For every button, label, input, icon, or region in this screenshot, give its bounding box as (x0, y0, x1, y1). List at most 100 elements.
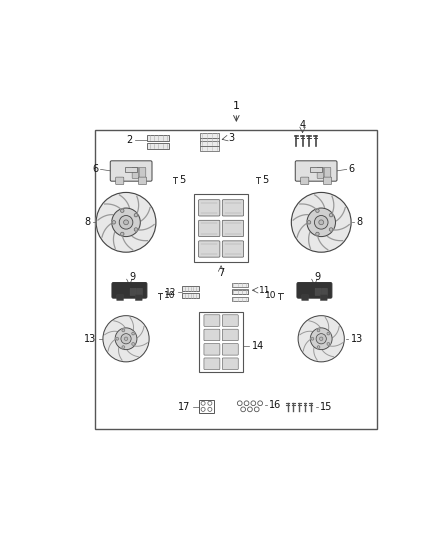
FancyBboxPatch shape (132, 167, 139, 179)
Circle shape (316, 232, 319, 236)
FancyBboxPatch shape (222, 220, 244, 237)
FancyBboxPatch shape (139, 167, 146, 179)
FancyBboxPatch shape (320, 295, 327, 301)
Text: 11: 11 (259, 286, 271, 295)
Text: 6: 6 (348, 164, 354, 174)
Text: 8: 8 (84, 217, 90, 227)
Bar (147, 143, 170, 149)
Bar (199, 312, 243, 373)
Circle shape (327, 343, 330, 345)
Bar (232, 290, 248, 294)
Bar (200, 146, 219, 151)
Circle shape (307, 221, 311, 224)
Circle shape (317, 329, 320, 332)
Bar (310, 167, 322, 172)
Text: 13: 13 (351, 334, 364, 344)
Polygon shape (314, 215, 328, 229)
Circle shape (112, 221, 116, 224)
Circle shape (327, 332, 330, 335)
Polygon shape (119, 215, 133, 229)
Polygon shape (103, 316, 149, 362)
Text: 6: 6 (93, 164, 99, 174)
Text: 5: 5 (180, 175, 186, 185)
Circle shape (120, 232, 124, 236)
FancyBboxPatch shape (130, 288, 136, 295)
Circle shape (329, 228, 333, 231)
Text: 5: 5 (262, 175, 268, 185)
Circle shape (132, 343, 134, 345)
FancyBboxPatch shape (222, 344, 238, 355)
FancyBboxPatch shape (295, 161, 337, 181)
Bar (199, 400, 214, 413)
FancyBboxPatch shape (323, 177, 332, 184)
FancyBboxPatch shape (46, 167, 53, 179)
FancyBboxPatch shape (110, 161, 152, 181)
FancyBboxPatch shape (297, 282, 332, 298)
Bar (200, 138, 219, 143)
FancyBboxPatch shape (222, 200, 244, 216)
FancyBboxPatch shape (116, 177, 124, 184)
Circle shape (329, 213, 333, 217)
FancyBboxPatch shape (222, 241, 244, 257)
Circle shape (122, 346, 125, 349)
FancyBboxPatch shape (39, 167, 46, 179)
FancyBboxPatch shape (317, 167, 324, 179)
Text: 1: 1 (233, 101, 240, 111)
FancyBboxPatch shape (315, 288, 321, 295)
FancyBboxPatch shape (204, 329, 220, 341)
FancyBboxPatch shape (198, 241, 220, 257)
Bar (194, 195, 248, 262)
Circle shape (134, 228, 138, 231)
FancyBboxPatch shape (300, 177, 309, 184)
Text: 10: 10 (265, 292, 276, 301)
Polygon shape (115, 328, 137, 350)
Text: 15: 15 (320, 402, 332, 411)
FancyBboxPatch shape (138, 177, 147, 184)
FancyBboxPatch shape (204, 315, 220, 326)
FancyBboxPatch shape (204, 344, 220, 355)
FancyBboxPatch shape (42, 288, 47, 295)
FancyBboxPatch shape (321, 288, 327, 295)
Bar (200, 141, 219, 146)
Bar (147, 134, 170, 141)
FancyBboxPatch shape (198, 220, 220, 237)
Polygon shape (307, 208, 336, 237)
FancyBboxPatch shape (137, 288, 142, 295)
Circle shape (319, 220, 324, 225)
FancyBboxPatch shape (42, 288, 47, 295)
FancyBboxPatch shape (135, 295, 142, 301)
Circle shape (134, 213, 138, 217)
Circle shape (116, 337, 119, 340)
Polygon shape (316, 334, 326, 344)
FancyBboxPatch shape (117, 295, 124, 301)
Text: 3: 3 (228, 133, 234, 143)
FancyBboxPatch shape (48, 288, 54, 295)
Text: 8: 8 (357, 217, 363, 227)
Text: 16: 16 (268, 400, 281, 410)
FancyBboxPatch shape (222, 315, 238, 326)
Bar (95, 130, 377, 429)
Text: 9: 9 (315, 272, 321, 282)
FancyBboxPatch shape (302, 295, 308, 301)
Circle shape (316, 209, 319, 212)
Circle shape (317, 346, 320, 349)
FancyBboxPatch shape (39, 167, 46, 179)
Bar (232, 282, 248, 287)
Circle shape (120, 209, 124, 212)
FancyBboxPatch shape (222, 329, 238, 341)
Circle shape (124, 337, 128, 341)
Circle shape (311, 337, 314, 340)
FancyBboxPatch shape (204, 358, 220, 369)
FancyBboxPatch shape (112, 282, 147, 298)
Text: 17: 17 (178, 402, 190, 411)
Bar (182, 293, 199, 298)
Circle shape (320, 337, 323, 341)
FancyBboxPatch shape (324, 167, 331, 179)
Circle shape (132, 332, 134, 335)
FancyBboxPatch shape (198, 200, 220, 216)
FancyBboxPatch shape (46, 167, 53, 179)
Text: 2: 2 (127, 135, 133, 145)
Bar (232, 297, 248, 301)
Text: 13: 13 (84, 334, 96, 344)
FancyBboxPatch shape (48, 288, 54, 295)
